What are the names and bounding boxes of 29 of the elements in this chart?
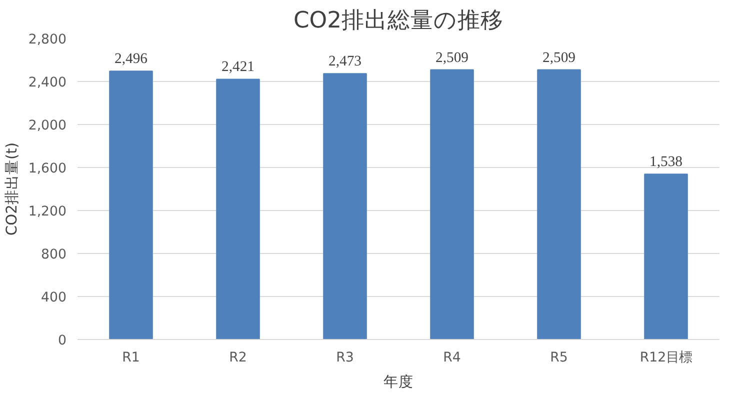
- bar: [537, 69, 581, 340]
- bar: [216, 78, 260, 340]
- chart-title: CO2排出総量の推移: [293, 8, 504, 34]
- x-tick-label: R12目標: [640, 350, 692, 366]
- bar: [323, 73, 367, 340]
- y-tick-label: 400: [41, 290, 67, 306]
- x-tick-label: R2: [229, 350, 247, 366]
- data-label: 2,509: [436, 50, 468, 66]
- x-tick-label: R4: [443, 350, 461, 366]
- bar: [109, 70, 153, 340]
- data-label: 2,473: [328, 54, 362, 70]
- y-tick-label: 1,600: [28, 162, 66, 176]
- y-tick-label: 2,000: [28, 118, 66, 134]
- y-tick-label: 800: [41, 248, 67, 262]
- y-tick-label: 2,400: [28, 76, 66, 90]
- y-tick-label: 1,200: [28, 204, 66, 220]
- data-label: 2,509: [542, 50, 576, 66]
- x-tick-label: R1: [122, 350, 140, 366]
- x-tick-label: R3: [336, 350, 354, 366]
- data-label: 2,421: [222, 59, 254, 76]
- x-axis-title: 年度: [384, 374, 414, 390]
- bar: [430, 69, 474, 340]
- data-label: 2,496: [114, 51, 148, 68]
- y-tick-label: 2,800: [28, 32, 66, 48]
- data-label: 1,538: [650, 154, 682, 170]
- y-tick-label: 0: [58, 334, 67, 348]
- y-axis-title: CO2排出量(t): [3, 142, 20, 236]
- x-tick-label: R5: [550, 350, 568, 366]
- bar: [644, 174, 688, 340]
